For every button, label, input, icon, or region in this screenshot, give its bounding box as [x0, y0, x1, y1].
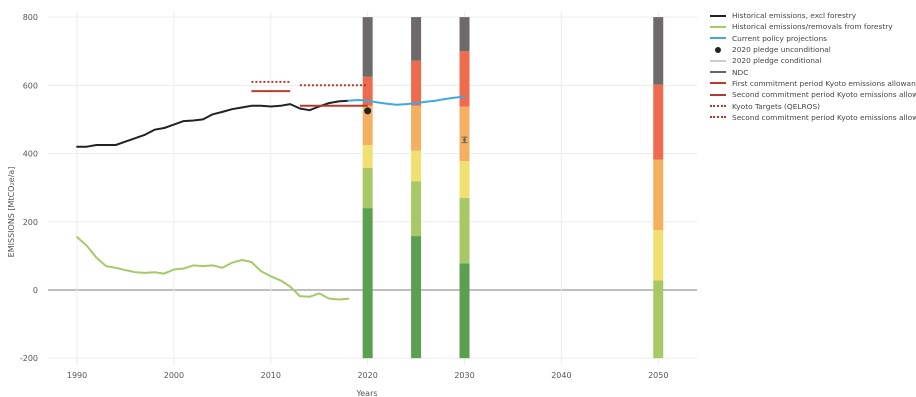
legend-label: Second commitment period Kyoto emissions… — [732, 112, 916, 122]
bar-segment-2050 — [653, 17, 664, 85]
series-1-line — [76, 236, 350, 301]
x-tick-label: 2050 — [648, 371, 668, 380]
bar-segment-2025 — [411, 236, 422, 359]
y-tick-label: 600 — [23, 81, 38, 90]
legend-item: Kyoto Targets (QELROS) — [710, 100, 916, 111]
bar-segment-2030 — [459, 51, 470, 107]
legend-swatch — [710, 68, 726, 76]
legend-label: NDC — [732, 67, 749, 77]
bar-segment-2050 — [653, 280, 664, 359]
legend-swatch — [710, 34, 726, 42]
chart-legend: Historical emissions, excl forestry Histo… — [710, 10, 916, 123]
series-2-line — [347, 95, 466, 106]
bar-segment-2020 — [362, 208, 373, 359]
legend-swatch — [710, 113, 726, 121]
series-5-point — [463, 138, 467, 142]
bar-segment-2025 — [411, 150, 422, 182]
legend-swatch — [710, 79, 726, 87]
legend-swatch — [710, 57, 726, 65]
legend-label: Kyoto Targets (QELROS) — [732, 101, 821, 111]
bar-segment-2030 — [459, 161, 470, 198]
bar-segment-2030 — [459, 106, 470, 162]
legend-swatch — [710, 23, 726, 31]
legend-label: Historical emissions/removals from fores… — [732, 22, 893, 32]
legend-item: Historical emissions, excl forestry — [710, 10, 916, 21]
x-tick-label: 2010 — [261, 371, 281, 380]
legend-label: Historical emissions, excl forestry — [732, 11, 857, 21]
bar-segment-2030 — [459, 17, 470, 52]
y-tick-label: -200 — [20, 354, 38, 363]
legend-item: Second commitment period Kyoto emissions… — [710, 112, 916, 123]
legend-swatch — [710, 102, 726, 110]
legend-item: Historical emissions/removals from fores… — [710, 21, 916, 32]
x-tick-label: 2030 — [454, 371, 474, 380]
x-tick-label: 2040 — [551, 371, 571, 380]
x-tick-label: 2000 — [164, 371, 184, 380]
bar-segment-2020 — [362, 17, 373, 77]
x-tick-label: 2020 — [357, 371, 377, 380]
bar-segment-2025 — [411, 17, 422, 61]
bar-segment-2020 — [362, 105, 373, 146]
x-tick-label: 1990 — [67, 371, 87, 380]
legend-label: First commitment period Kyoto emissions … — [732, 78, 916, 88]
bar-segment-2050 — [653, 159, 664, 231]
legend-item: Current policy projections — [710, 33, 916, 44]
bar-segment-2030 — [459, 263, 470, 359]
series-0-line — [76, 99, 350, 148]
legend-label: 2020 pledge unconditional — [732, 45, 831, 55]
legend-swatch — [710, 91, 726, 99]
legend-item: Second commitment period Kyoto emissions… — [710, 89, 916, 100]
bar-segment-2025 — [411, 181, 422, 237]
bar-segment-2025 — [411, 105, 422, 151]
legend-item: First commitment period Kyoto emissions … — [710, 78, 916, 89]
stacked-bars — [362, 17, 664, 359]
bar-segment-2050 — [653, 84, 664, 160]
x-axis-title: Years — [355, 389, 377, 397]
bar-segment-2050 — [653, 230, 664, 281]
bar-segment-2025 — [411, 60, 422, 106]
y-tick-label: 400 — [23, 150, 38, 159]
bar-segment-2030 — [459, 197, 470, 264]
bar-segment-2020 — [362, 76, 373, 106]
legend-item: NDC — [710, 66, 916, 77]
bar-segment-2020 — [362, 145, 373, 168]
tick-labels: -200 0 200 400 600 800 1990 2000 2010 2020 2030 204… — [20, 13, 669, 380]
bar-segment-2020 — [362, 167, 373, 209]
legend-label: Current policy projections — [732, 33, 827, 43]
legend-item: 2020 pledge conditional — [710, 55, 916, 66]
y-tick-label: 800 — [23, 13, 38, 22]
legend-label: 2020 pledge conditional — [732, 56, 822, 66]
legend-item: 2020 pledge unconditional — [710, 44, 916, 55]
legend-swatch — [710, 46, 726, 54]
legend-swatch — [710, 12, 726, 20]
y-axis-title: EMISSIONS [MtCO₂e/a] — [7, 167, 16, 258]
series-3-point — [364, 107, 372, 115]
y-tick-label: 0 — [33, 286, 38, 295]
data-series — [76, 80, 468, 301]
y-tick-label: 200 — [23, 218, 38, 227]
legend-label: Second commitment period Kyoto emissions… — [732, 90, 916, 100]
